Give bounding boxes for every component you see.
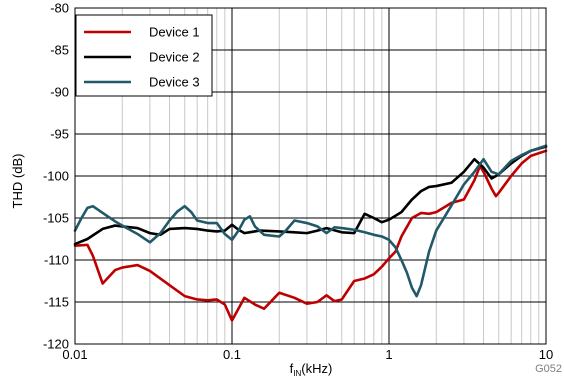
- y-tick-label: -120: [43, 337, 69, 352]
- x-axis-title-unit: (kHz): [301, 361, 332, 376]
- x-axis-title-subscript: IN: [293, 369, 301, 378]
- y-tick-label: -80: [50, 1, 69, 16]
- y-tick-label: -110: [44, 253, 69, 268]
- x-axis-title: fIN(kHz): [290, 361, 333, 378]
- y-tick-label: -100: [43, 169, 69, 184]
- legend: Device 1 Device 2 Device 3: [75, 14, 213, 97]
- legend-label-device-1: Device 1: [149, 25, 200, 40]
- series-lines: [73, 144, 548, 322]
- y-tick-label: -90: [50, 85, 69, 100]
- series-line-device-3: [73, 144, 548, 298]
- y-tick-label: -115: [44, 295, 69, 310]
- legend-label-device-3: Device 3: [149, 75, 200, 90]
- x-axis-tick-labels: 0.01 0.1 1 10: [62, 347, 553, 362]
- series-line-device-2: [73, 145, 548, 246]
- y-tick-label: -105: [43, 211, 69, 226]
- y-tick-label: -95: [50, 127, 69, 142]
- figure-id: G052: [535, 363, 562, 375]
- plot-area-frame: [74, 7, 547, 345]
- y-axis-title: THD (dB): [10, 154, 25, 209]
- y-axis-tick-labels: -120 -115 -110 -105 -100 -95 -90 -85 -80: [43, 1, 69, 352]
- y-tick-label: -85: [50, 43, 69, 58]
- legend-label-device-2: Device 2: [149, 50, 200, 65]
- x-axis-title-main: f: [290, 361, 294, 376]
- x-tick-label: 10: [539, 347, 553, 362]
- x-tick-label: 1: [385, 347, 392, 362]
- x-tick-label: 0.01: [62, 347, 87, 362]
- x-tick-label: 0.1: [223, 347, 241, 362]
